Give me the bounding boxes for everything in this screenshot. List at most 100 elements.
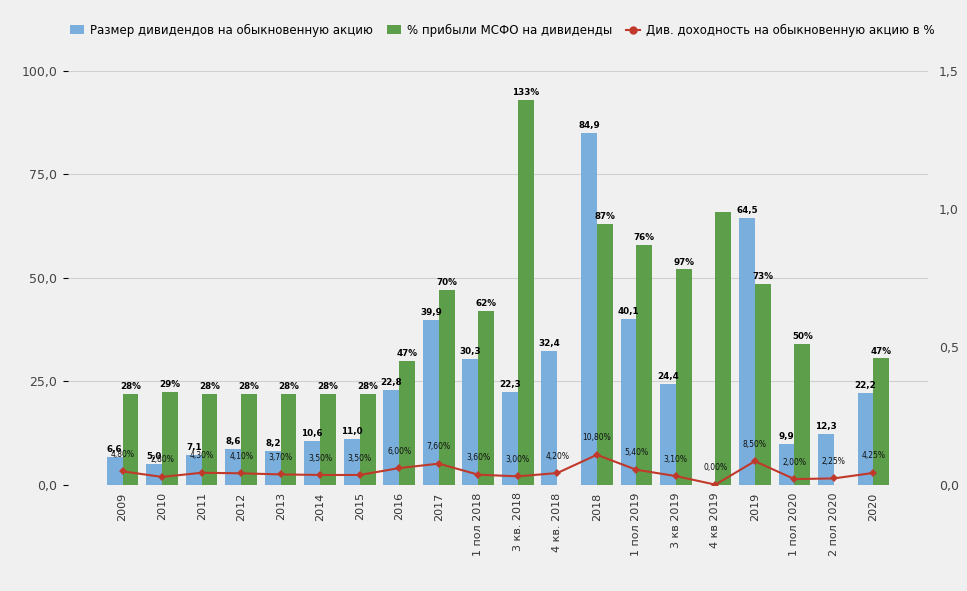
Text: 12,3: 12,3 (815, 422, 836, 431)
Див. доходность на обыкновенную акцию в % (710, 481, 721, 488)
Bar (360, 394, 375, 485)
Text: 39,9: 39,9 (420, 308, 442, 317)
Text: 97%: 97% (673, 258, 694, 267)
Див. доходность на обыкновенную акцию в % (591, 452, 602, 459)
Text: 70%: 70% (436, 278, 457, 287)
Bar (517, 100, 534, 485)
Text: 3,50%: 3,50% (348, 453, 371, 463)
Text: 2,80%: 2,80% (150, 456, 174, 465)
Text: 2,00%: 2,00% (782, 457, 806, 467)
Bar (818, 434, 834, 485)
Bar (225, 449, 241, 485)
Bar (162, 391, 178, 485)
Text: 22,2: 22,2 (855, 381, 876, 390)
Див. доходность на обыкновенную акцию в % (749, 457, 761, 465)
Text: 11,0: 11,0 (341, 427, 363, 436)
Text: 0,00%: 0,00% (703, 463, 727, 472)
Text: 133%: 133% (513, 88, 540, 97)
Bar (676, 269, 691, 485)
Text: 5,0: 5,0 (147, 452, 161, 461)
Bar (280, 394, 297, 485)
Bar (265, 451, 280, 485)
Text: 10,6: 10,6 (302, 429, 323, 438)
Див. доходность на обыкновенную акцию в % (788, 476, 800, 483)
Text: 5,40%: 5,40% (625, 449, 648, 457)
Див. доходность на обыкновенную акцию в % (630, 466, 642, 473)
Див. доходность на обыкновенную акцию в % (157, 473, 168, 480)
Bar (502, 392, 517, 485)
Див. доходность на обыкновенную акцию в % (196, 469, 208, 476)
Bar (858, 393, 873, 485)
Bar (186, 455, 202, 485)
Див. доходность на обыкновенную акцию в % (314, 472, 326, 479)
Text: 28%: 28% (357, 382, 378, 391)
Text: 3,70%: 3,70% (269, 453, 293, 462)
Bar (739, 218, 755, 485)
Text: 28%: 28% (199, 382, 220, 391)
Line: Див. доходность на обыкновенную акцию в %: Див. доходность на обыкновенную акцию в … (120, 452, 876, 488)
Text: 24,4: 24,4 (657, 372, 679, 381)
Text: 62%: 62% (476, 299, 497, 308)
Text: 28%: 28% (120, 382, 141, 391)
Text: 8,2: 8,2 (265, 439, 280, 448)
Див. доходность на обыкновенную акцию в % (433, 460, 445, 467)
Див. доходность на обыкновенную акцию в % (275, 471, 286, 478)
Bar (399, 361, 415, 485)
Bar (202, 394, 218, 485)
Text: 3,50%: 3,50% (308, 453, 333, 463)
Text: 22,8: 22,8 (380, 378, 402, 388)
Text: 47%: 47% (871, 346, 892, 356)
Text: 4,10%: 4,10% (229, 452, 253, 461)
Text: 8,50%: 8,50% (743, 440, 767, 449)
Text: 9,9: 9,9 (778, 432, 794, 441)
Text: 76%: 76% (633, 233, 655, 242)
Text: 10,80%: 10,80% (582, 433, 611, 443)
Legend: Размер дивидендов на обыкновенную акцию, % прибыли МСФО на дивиденды, Див. доход: Размер дивидендов на обыкновенную акцию,… (65, 19, 940, 41)
Bar (581, 134, 597, 485)
Bar (305, 441, 320, 485)
Bar (320, 394, 336, 485)
Text: 7,1: 7,1 (186, 443, 201, 452)
Text: 64,5: 64,5 (736, 206, 758, 215)
Text: 73%: 73% (752, 272, 774, 281)
Bar (344, 439, 360, 485)
Text: 3,00%: 3,00% (506, 455, 530, 464)
Bar (621, 319, 636, 485)
Text: 7,60%: 7,60% (426, 442, 451, 452)
Text: 3,60%: 3,60% (466, 453, 490, 462)
Bar (794, 344, 810, 485)
Bar (383, 390, 399, 485)
Text: 50%: 50% (792, 332, 812, 341)
Text: 47%: 47% (396, 349, 418, 358)
Див. доходность на обыкновенную акцию в % (867, 469, 879, 476)
Text: 29%: 29% (160, 379, 181, 389)
Див. доходность на обыкновенную акцию в % (828, 475, 839, 482)
Див. доходность на обыкновенную акцию в % (394, 465, 405, 472)
Bar (542, 350, 557, 485)
Bar (660, 384, 676, 485)
Text: 40,1: 40,1 (618, 307, 639, 316)
Bar (716, 212, 731, 485)
Text: 3,10%: 3,10% (663, 454, 688, 464)
Bar (462, 359, 479, 485)
Text: 28%: 28% (239, 382, 259, 391)
Див. доходность на обыкновенную акцию в % (670, 473, 682, 480)
Text: 28%: 28% (278, 382, 299, 391)
Text: 30,3: 30,3 (459, 348, 482, 356)
Text: 6,00%: 6,00% (387, 447, 411, 456)
Text: 4,80%: 4,80% (110, 450, 134, 459)
Bar (755, 284, 771, 485)
Text: 4,20%: 4,20% (545, 452, 570, 460)
Text: 32,4: 32,4 (539, 339, 560, 348)
Див. доходность на обыкновенную акцию в % (354, 472, 366, 479)
Bar (636, 245, 652, 485)
Bar (597, 224, 613, 485)
Text: 4,25%: 4,25% (862, 452, 886, 460)
Text: 22,3: 22,3 (499, 381, 521, 389)
Див. доходность на обыкновенную акцию в % (117, 468, 129, 475)
Text: 8,6: 8,6 (225, 437, 241, 446)
Див. доходность на обыкновенную акцию в % (551, 469, 563, 476)
Див. доходность на обыкновенную акцию в % (512, 473, 523, 480)
Bar (123, 394, 138, 485)
Text: 4,30%: 4,30% (190, 452, 214, 460)
